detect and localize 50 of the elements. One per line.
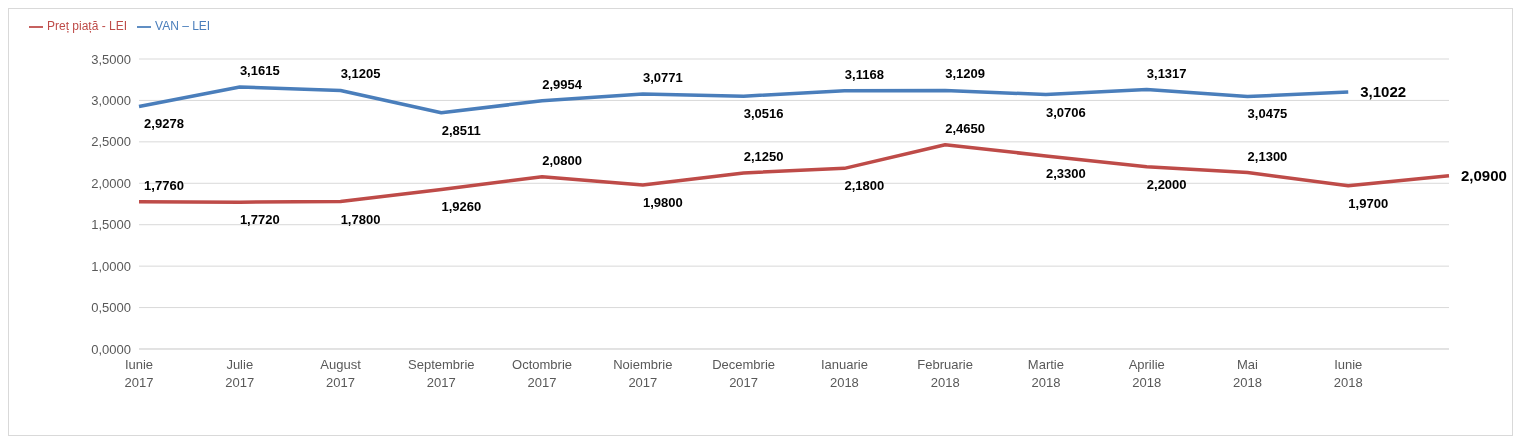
data-label: 3,0516 xyxy=(743,106,784,122)
data-label: 3,0475 xyxy=(1247,106,1288,122)
y-tick-label: 0,0000 xyxy=(91,341,131,357)
data-label: 2,1800 xyxy=(844,178,885,194)
x-tick-label: Septembrie 2017 xyxy=(408,357,475,390)
data-label: 2,1300 xyxy=(1247,148,1288,164)
data-label: 2,9278 xyxy=(144,116,184,132)
x-tick-label: Iunie 2018 xyxy=(1333,357,1363,390)
data-label: 3,1615 xyxy=(239,63,280,79)
data-label: 2,3300 xyxy=(1046,165,1086,181)
legend-label: Preț piață - LEI xyxy=(47,19,128,33)
x-tick-label: Aprilie 2018 xyxy=(1128,357,1165,390)
data-label: 1,9700 xyxy=(1348,195,1389,211)
data-label: 3,0706 xyxy=(1046,104,1086,120)
data-label: 1,7760 xyxy=(144,177,184,193)
data-label: 3,1168 xyxy=(844,66,884,82)
data-label: 2,4650 xyxy=(945,120,986,136)
data-label: 3,0771 xyxy=(642,70,683,86)
data-label: 3,1209 xyxy=(945,66,986,82)
y-tick-label: 0,5000 xyxy=(91,300,131,316)
x-tick-label: Februarie 2018 xyxy=(917,357,973,390)
x-tick-label: Decembrie 2017 xyxy=(712,357,776,390)
y-tick-label: 1,0000 xyxy=(91,258,131,274)
x-tick-label: Octombrie 2017 xyxy=(512,357,573,390)
data-label: 2,0800 xyxy=(542,152,582,168)
data-label: 3,1205 xyxy=(340,66,381,82)
data-label: 1,7720 xyxy=(239,212,280,228)
data-label: 3,1022 xyxy=(1360,82,1407,100)
legend-label: VAN – LEI xyxy=(155,19,211,33)
y-tick-label: 2,5000 xyxy=(91,134,131,150)
x-tick-label: August 2017 xyxy=(320,357,362,390)
data-label: 2,8511 xyxy=(441,122,481,138)
data-label: 2,2000 xyxy=(1146,176,1187,192)
x-tick-label: Iunie 2017 xyxy=(124,357,154,390)
data-label: 3,1317 xyxy=(1146,65,1187,81)
data-label: 2,9954 xyxy=(542,76,583,92)
data-label: 1,9800 xyxy=(642,194,683,210)
x-tick-label: Martie 2018 xyxy=(1027,357,1064,390)
data-label: 1,7800 xyxy=(340,211,381,227)
x-tick-label: Noiembrie 2017 xyxy=(613,357,673,390)
x-tick-label: Ianuarie 2018 xyxy=(820,357,868,390)
y-tick-label: 3,0000 xyxy=(91,93,131,109)
data-label: 2,1250 xyxy=(743,148,784,164)
x-tick-label: Mai 2018 xyxy=(1233,357,1262,390)
y-tick-label: 2,0000 xyxy=(91,175,131,191)
y-tick-label: 3,5000 xyxy=(91,51,131,67)
data-label: 2,0900 xyxy=(1461,166,1507,184)
data-label: 1,9260 xyxy=(441,199,482,215)
x-tick-label: Julie 2017 xyxy=(225,357,255,390)
y-tick-label: 1,5000 xyxy=(91,217,131,233)
